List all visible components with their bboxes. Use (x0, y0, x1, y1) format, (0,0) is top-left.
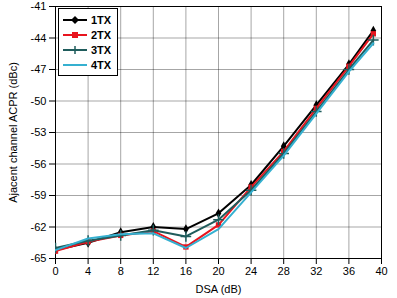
svg-text:-53: -53 (31, 126, 47, 138)
svg-text:24: 24 (245, 265, 257, 277)
svg-text:-44: -44 (31, 32, 47, 44)
svg-text:40: 40 (375, 265, 387, 277)
svg-text:4: 4 (85, 265, 91, 277)
svg-text:28: 28 (278, 265, 290, 277)
svg-text:0: 0 (52, 265, 58, 277)
html-text:4TX: 4TX (91, 58, 112, 71)
svg-text:-65: -65 (31, 252, 47, 264)
svg-text:8: 8 (118, 265, 124, 277)
svg-text:-59: -59 (31, 189, 47, 201)
svg-text:-50: -50 (31, 95, 47, 107)
html-text:1TX: 1TX (91, 13, 112, 26)
svg-text:DSA (dB): DSA (dB) (196, 283, 242, 295)
svg-text:-62: -62 (31, 221, 47, 233)
svg-text:12: 12 (147, 265, 159, 277)
svg-text:20: 20 (212, 265, 224, 277)
svg-text:-47: -47 (31, 63, 47, 75)
svg-text:16: 16 (180, 265, 192, 277)
svg-text:Ajacent channel ACPR (dBc): Ajacent channel ACPR (dBc) (7, 62, 19, 203)
svg-text:32: 32 (310, 265, 322, 277)
html-text:2TX: 2TX (91, 28, 112, 41)
svg-text:-56: -56 (31, 158, 47, 170)
svg-text:36: 36 (343, 265, 355, 277)
html-text:3TX: 3TX (91, 43, 112, 56)
svg-text:-41: -41 (31, 0, 47, 12)
